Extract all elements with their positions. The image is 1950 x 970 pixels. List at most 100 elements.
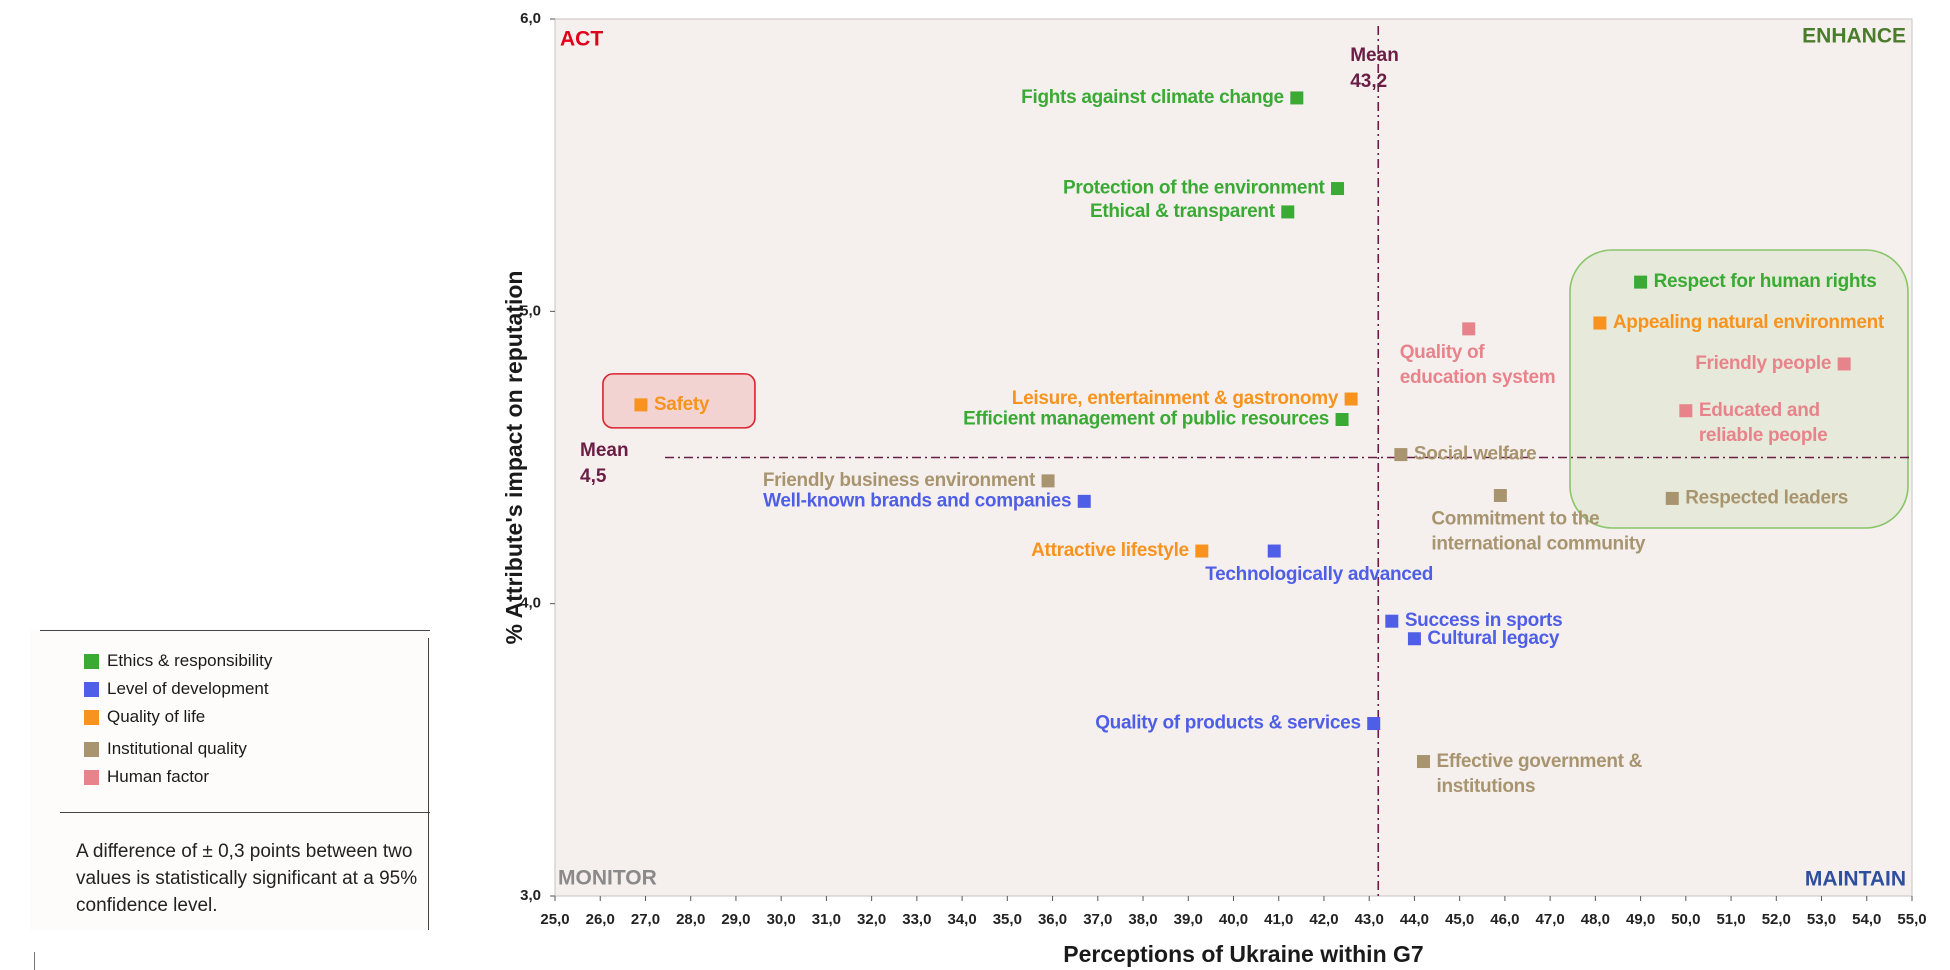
x-tick-label: 33,0 <box>902 911 931 928</box>
point-attractive-lifestyle <box>1195 544 1209 558</box>
y-tick-label: 3,0 <box>520 887 541 904</box>
label-quality-of-education-system: education system <box>1400 367 1556 388</box>
legend-top-divider <box>40 630 430 631</box>
mean-y-label: Mean <box>580 440 629 461</box>
legend-swatch-human <box>84 769 99 785</box>
point-ethical-transparent <box>1281 205 1295 219</box>
label-social-welfare: Social welfare <box>1414 444 1537 465</box>
y-tick-label: 5,0 <box>520 302 541 319</box>
y-tick-label: 6,0 <box>520 10 541 27</box>
quadrant-enhance: ENHANCE <box>1802 25 1906 48</box>
legend-right-divider <box>428 638 429 930</box>
x-tick-label: 49,0 <box>1626 911 1655 928</box>
legend-swatch-ethics <box>84 653 99 669</box>
label-educated-and-reliable-people: Educated and <box>1699 400 1820 421</box>
label-educated-and-reliable-people: reliable people <box>1699 425 1828 446</box>
x-tick-label: 51,0 <box>1716 911 1745 928</box>
label-safety: Safety <box>654 394 710 415</box>
mean-x-label: Mean <box>1350 45 1399 66</box>
x-tick-label: 38,0 <box>1128 911 1157 928</box>
label-cultural-legacy: Cultural legacy <box>1427 628 1559 649</box>
point-cultural-legacy <box>1407 632 1421 646</box>
y-tick-label: 4,0 <box>520 595 541 612</box>
label-friendly-business-environment: Friendly business environment <box>763 470 1036 491</box>
x-tick-label: 32,0 <box>857 911 886 928</box>
enhance-cluster-outline <box>1569 249 1909 529</box>
legend-swatch-quality-of-life <box>84 709 99 725</box>
x-tick-label: 40,0 <box>1219 911 1248 928</box>
label-protection-of-the-environment: Protection of the environment <box>1063 178 1326 199</box>
x-tick-label: 42,0 <box>1309 911 1338 928</box>
point-protection-of-the-environment <box>1331 182 1345 196</box>
x-axis-title: Perceptions of Ukraine within G7 <box>1063 941 1423 967</box>
point-quality-of-products-services <box>1367 717 1381 731</box>
point-effective-government-institutions <box>1416 755 1430 769</box>
legend-swatch-institutional <box>84 741 99 757</box>
point-efficient-management-of-public-resources <box>1335 412 1349 426</box>
label-commitment-to-the-international-community: Commitment to the <box>1431 509 1599 530</box>
point-friendly-business-environment <box>1041 474 1055 488</box>
x-tick-label: 46,0 <box>1490 911 1519 928</box>
point-commitment-to-the-international-community <box>1493 489 1507 503</box>
label-well-known-brands-and-companies: Well-known brands and companies <box>763 490 1071 511</box>
point-safety <box>634 398 648 412</box>
legend-label-development: Level of development <box>107 679 269 698</box>
label-fights-against-climate-change: Fights against climate change <box>1021 87 1284 108</box>
legend-label-ethics: Ethics & responsibility <box>107 651 273 670</box>
x-tick-label: 26,0 <box>586 911 615 928</box>
point-educated-and-reliable-people <box>1679 404 1693 418</box>
label-leisure-entertainment-gastronomy: Leisure, entertainment & gastronomy <box>1012 388 1339 409</box>
legend-item-quality-of-life: Quality of life <box>84 706 205 728</box>
label-respected-leaders: Respected leaders <box>1685 487 1848 508</box>
x-tick-label: 45,0 <box>1445 911 1474 928</box>
legend-item-institutional: Institutional quality <box>84 738 247 760</box>
point-friendly-people <box>1837 357 1851 371</box>
x-tick-label: 27,0 <box>631 911 660 928</box>
quadrant-maintain: MAINTAIN <box>1805 868 1906 891</box>
point-well-known-brands-and-companies <box>1077 494 1091 508</box>
point-success-in-sports <box>1385 614 1399 628</box>
x-tick-label: 52,0 <box>1762 911 1791 928</box>
legend-item-ethics: Ethics & responsibility <box>84 650 272 672</box>
point-respect-for-human-rights <box>1634 275 1648 289</box>
quadrant-monitor: MONITOR <box>558 867 657 890</box>
x-tick-label: 34,0 <box>947 911 976 928</box>
legend-item-human: Human factor <box>84 766 209 788</box>
x-tick-label: 43,0 <box>1355 911 1384 928</box>
x-tick-label: 47,0 <box>1536 911 1565 928</box>
x-tick-label: 41,0 <box>1264 911 1293 928</box>
label-commitment-to-the-international-community: international community <box>1431 534 1645 555</box>
point-appealing-natural-environment <box>1593 316 1607 330</box>
point-technologically-advanced <box>1267 544 1281 558</box>
x-tick-label: 53,0 <box>1807 911 1836 928</box>
x-tick-label: 31,0 <box>812 911 841 928</box>
y-axis-title: % Attribute's impact on reputation <box>501 271 527 645</box>
x-tick-label: 30,0 <box>767 911 796 928</box>
legend-mid-divider <box>60 812 430 813</box>
label-quality-of-products-services: Quality of products & services <box>1095 713 1361 734</box>
x-tick-label: 44,0 <box>1400 911 1429 928</box>
label-appealing-natural-environment: Appealing natural environment <box>1613 312 1885 333</box>
label-respect-for-human-rights: Respect for human rights <box>1654 271 1877 292</box>
label-quality-of-education-system: Quality of <box>1400 342 1486 363</box>
mean-x-value: 43,2 <box>1350 71 1387 92</box>
label-efficient-management-of-public-resources: Efficient management of public resources <box>963 409 1329 430</box>
legend-label-quality-of-life: Quality of life <box>107 707 206 726</box>
label-effective-government-institutions: Effective government & <box>1436 751 1642 772</box>
x-tick-label: 35,0 <box>993 911 1022 928</box>
point-respected-leaders <box>1665 491 1679 505</box>
legend-swatch-development <box>84 681 99 697</box>
x-tick-label: 28,0 <box>676 911 705 928</box>
legend-item-development: Level of development <box>84 678 269 700</box>
quadrant-act: ACT <box>560 28 603 51</box>
x-tick-label: 37,0 <box>1083 911 1112 928</box>
x-tick-label: 25,0 <box>540 911 569 928</box>
legend-label-human: Human factor <box>107 767 210 786</box>
point-leisure-entertainment-gastronomy <box>1344 392 1358 406</box>
safety-highlight-box <box>602 373 756 429</box>
label-attractive-lifestyle: Attractive lifestyle <box>1031 540 1189 561</box>
label-ethical-transparent: Ethical & transparent <box>1090 201 1276 222</box>
x-tick-label: 39,0 <box>1174 911 1203 928</box>
x-tick-label: 29,0 <box>721 911 750 928</box>
